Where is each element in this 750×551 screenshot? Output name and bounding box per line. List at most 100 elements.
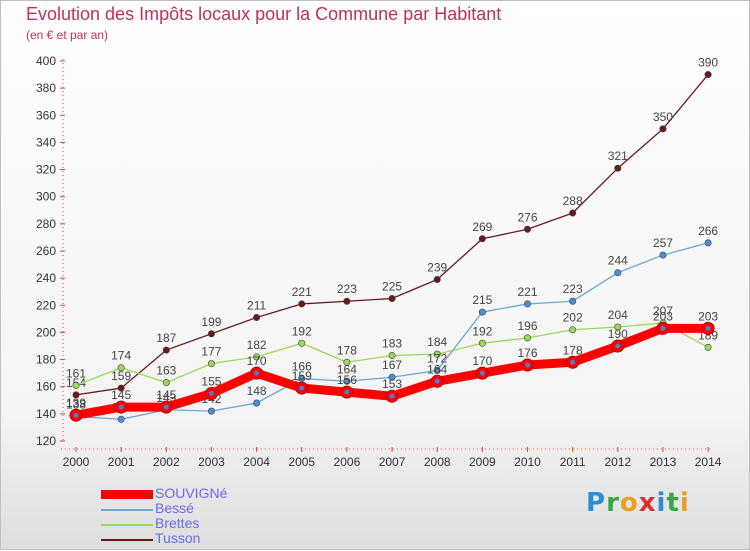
y-tick-label: 280 [36,217,56,231]
x-tick-label: 2005 [288,455,315,469]
data-label: 350 [653,110,673,124]
brand-letter: t [666,488,680,518]
data-point [704,239,712,247]
data-point [162,346,170,354]
legend-label: Tusson [155,530,201,546]
data-point-center [570,359,576,365]
data-point-center [254,370,260,376]
data-label: 223 [337,282,357,296]
data-label: 203 [653,309,673,323]
y-tick-label: 200 [36,325,56,339]
data-label: 269 [472,220,492,234]
data-label: 288 [563,194,583,208]
data-point [523,334,531,342]
data-label: 163 [156,364,176,378]
brand-letter: r [606,488,620,518]
x-tick-label: 2010 [514,455,541,469]
data-point [343,358,351,366]
data-label: 166 [292,360,312,374]
x-tick-label: 2001 [108,455,135,469]
data-label: 182 [247,338,267,352]
data-label: 239 [427,261,447,275]
data-label: 172 [427,351,447,365]
data-label: 190 [608,327,628,341]
data-label: 184 [427,335,447,349]
data-point [388,294,396,302]
x-tick-label: 2003 [198,455,225,469]
data-point [523,300,531,308]
data-label: 211 [247,299,266,313]
y-tick-label: 140 [36,407,56,421]
data-point-center [434,378,440,384]
data-label: 174 [111,349,131,363]
legend-swatch [101,539,153,541]
data-point [72,381,80,389]
x-tick-label: 2006 [334,455,361,469]
data-label: 164 [427,362,447,376]
data-label: 178 [563,343,583,357]
data-label: 199 [201,315,221,329]
y-tick-label: 120 [36,434,56,448]
y-tick-label: 240 [36,271,56,285]
data-point [614,269,622,277]
data-point-center [660,325,666,331]
y-tick-label: 400 [36,54,56,68]
data-point [478,235,486,243]
data-label: 321 [608,149,628,163]
data-point [569,209,577,217]
y-tick-label: 180 [36,353,56,367]
x-tick-label: 2004 [243,455,270,469]
data-point [388,351,396,359]
y-tick-label: 220 [36,298,56,312]
x-tick-label: 2000 [63,455,90,469]
data-point [388,373,396,381]
data-label: 167 [382,358,402,372]
brand-letter: P [586,488,607,518]
data-label: 221 [292,285,312,299]
data-point-center [73,412,79,418]
data-point-center [615,343,621,349]
data-point-center [118,404,124,410]
data-point [298,300,306,308]
data-label: 202 [563,311,583,325]
data-label: 153 [382,377,402,391]
data-label: 145 [156,388,176,402]
y-tick-label: 160 [36,380,56,394]
legend-swatch [101,524,153,526]
data-label: 244 [608,254,628,268]
data-point [298,339,306,347]
data-label: 178 [337,343,357,357]
y-tick-label: 360 [36,108,56,122]
data-point [569,297,577,305]
x-tick-label: 2008 [424,455,451,469]
x-tick-label: 2012 [604,455,631,469]
data-point-center [525,362,530,368]
y-tick-label: 380 [36,81,56,95]
data-label: 221 [517,285,537,299]
data-point [207,330,215,338]
y-tick-label: 340 [36,135,56,149]
data-label: 148 [247,384,267,398]
data-point [343,377,351,385]
data-point [72,391,80,399]
data-label: 203 [698,309,718,323]
data-label: 159 [111,369,131,383]
data-point-center [208,391,214,396]
y-tick-label: 300 [36,190,56,204]
data-point [253,313,261,321]
data-label: 207 [653,304,673,318]
data-label: 196 [517,319,537,333]
data-label: 187 [156,331,176,345]
x-tick-label: 2009 [469,455,496,469]
data-label: 155 [201,375,221,389]
data-point [704,71,712,79]
data-point-center [705,325,711,331]
data-point-center [389,393,395,399]
data-point [253,353,261,361]
data-label: 159 [292,369,312,383]
data-label: 192 [472,324,492,338]
y-tick-label: 320 [36,163,56,177]
data-point [659,125,667,133]
